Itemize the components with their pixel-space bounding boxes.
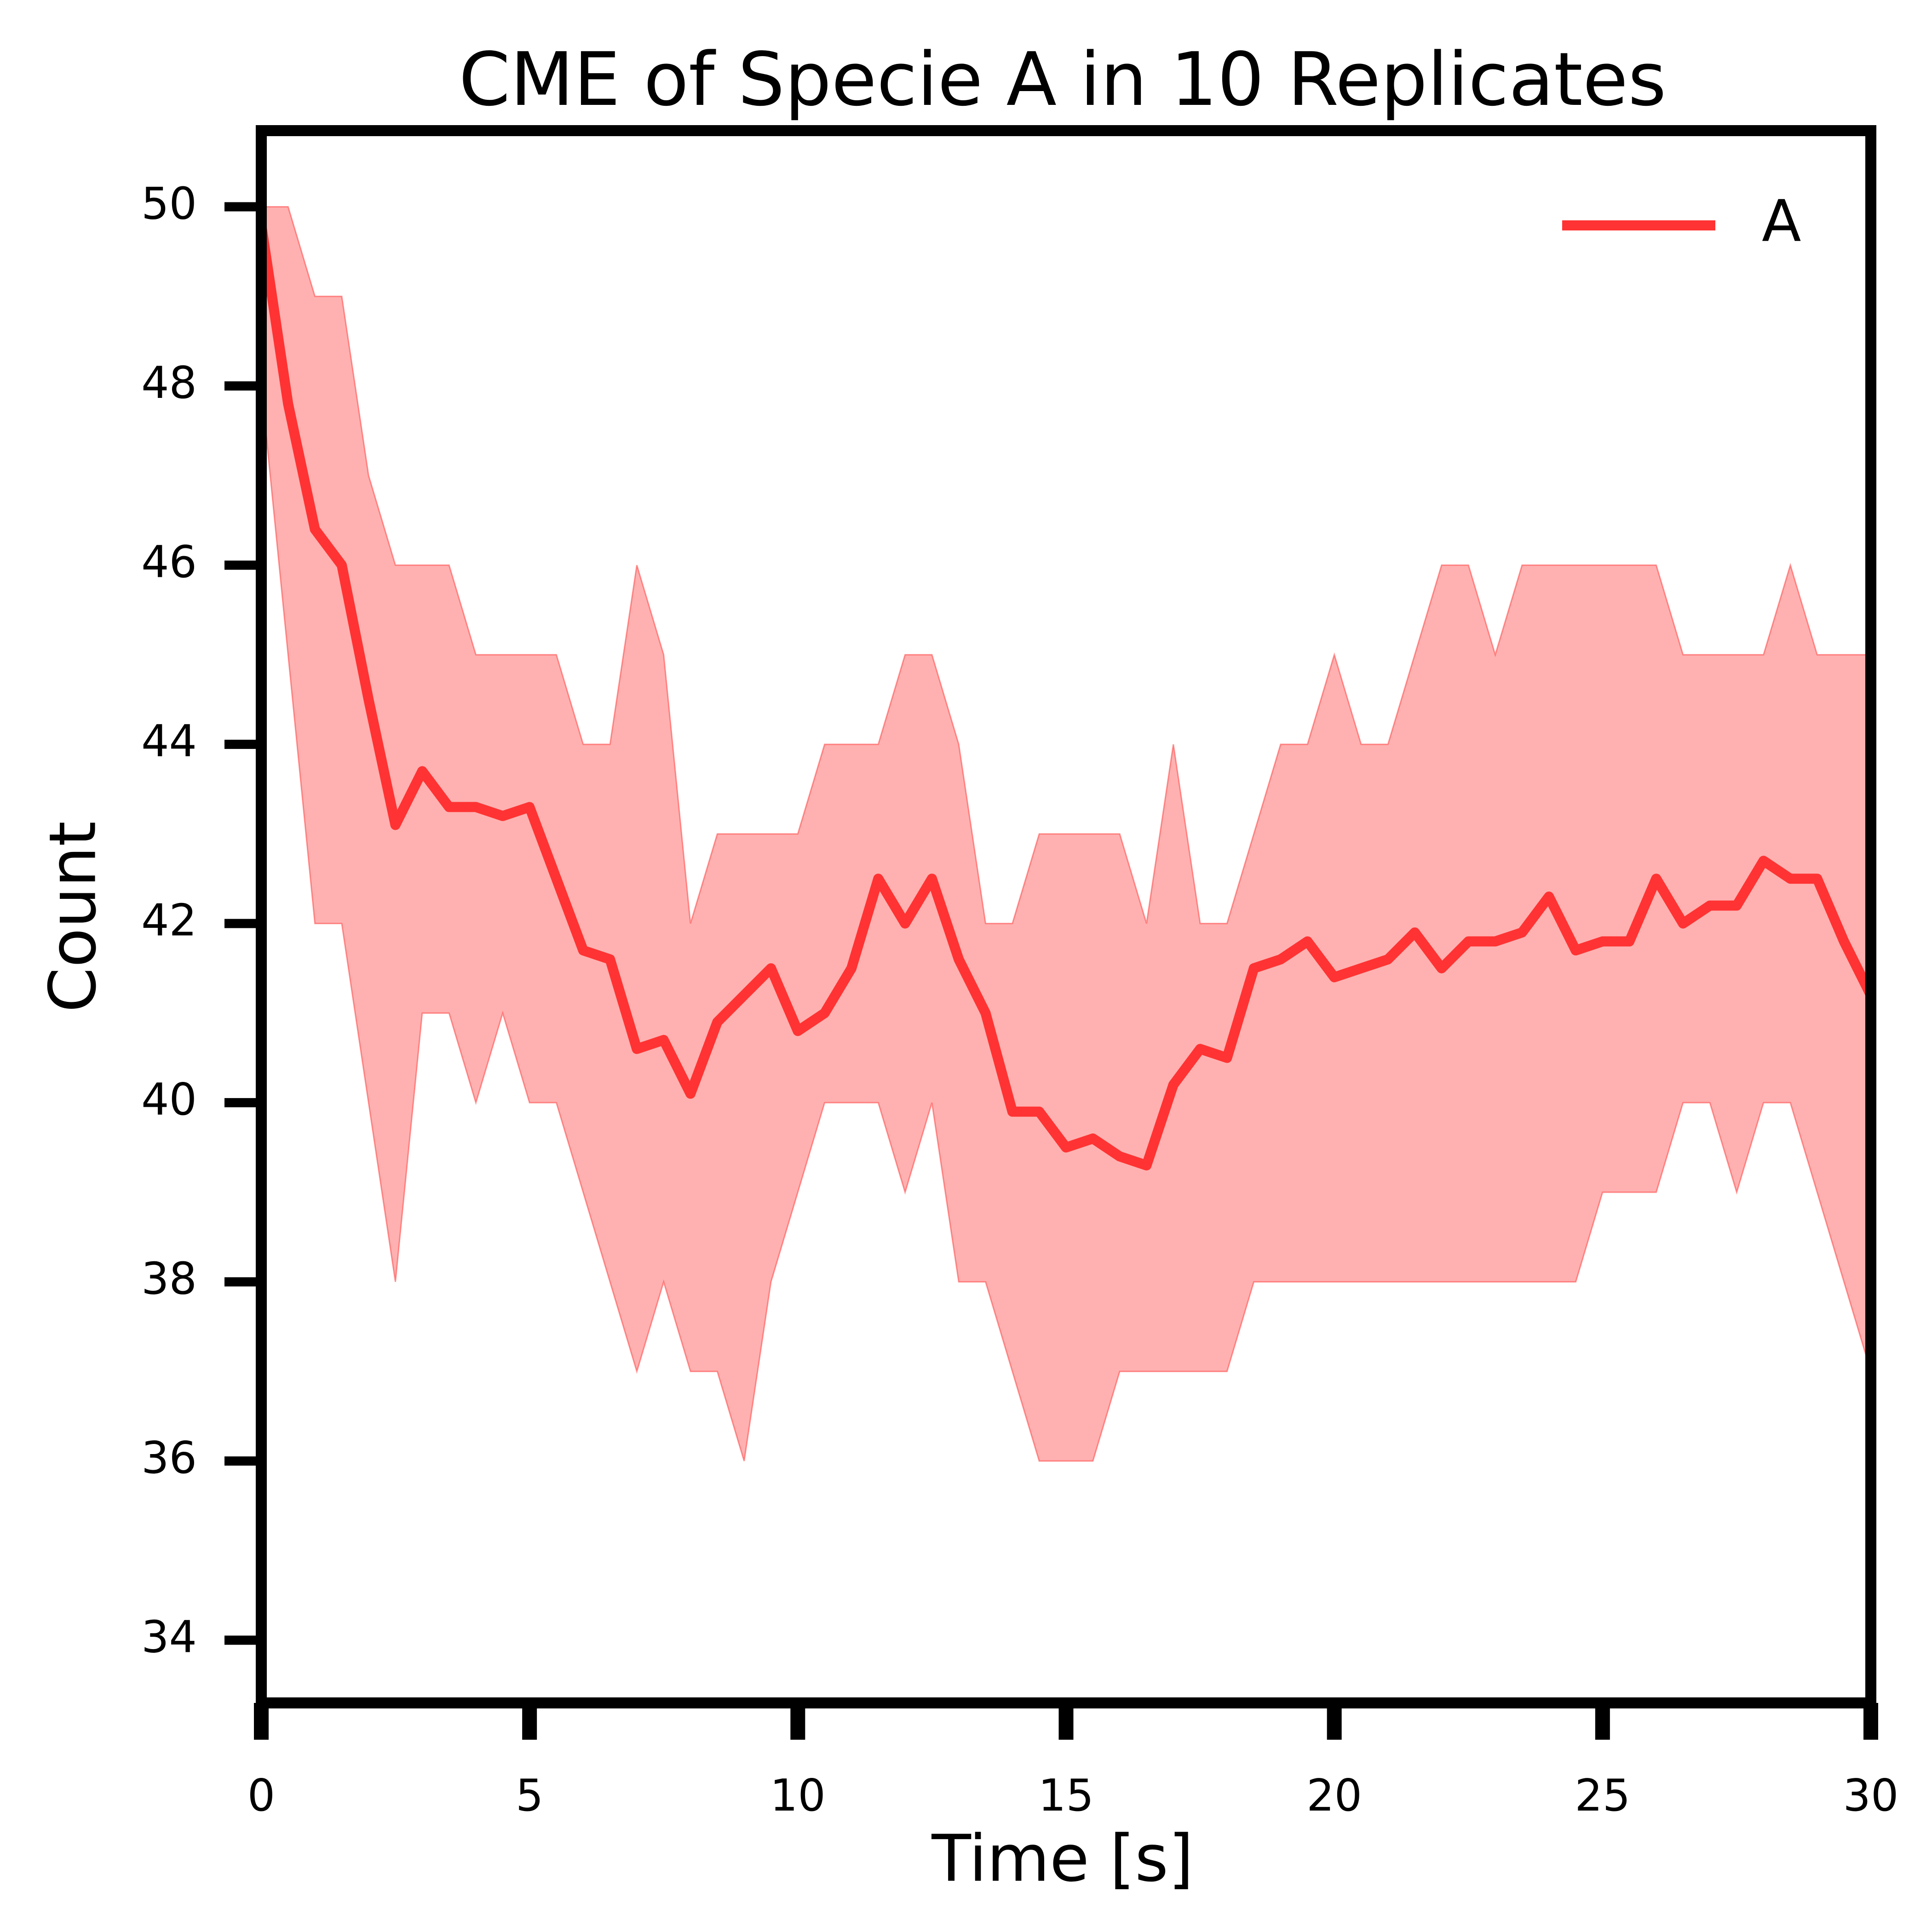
- y-tick-label: 38: [141, 1254, 197, 1305]
- y-tick-label: 50: [141, 178, 197, 229]
- x-tick-label: 0: [247, 1771, 275, 1821]
- x-tick-label: 30: [1843, 1771, 1899, 1821]
- x-tick-label: 10: [770, 1771, 826, 1821]
- chart-title: CME of Specie A in 10 Replicates: [459, 36, 1667, 122]
- x-tick-label: 15: [1038, 1771, 1094, 1821]
- x-axis-label: Time [s]: [931, 1822, 1193, 1897]
- y-tick-label: 42: [141, 895, 197, 946]
- y-tick-label: 46: [141, 537, 197, 587]
- x-tick-label: 20: [1306, 1771, 1362, 1821]
- y-tick-label: 44: [141, 716, 197, 767]
- y-tick-label: 34: [141, 1612, 197, 1663]
- x-tick-label: 5: [516, 1771, 543, 1821]
- x-tick-label: 25: [1575, 1771, 1630, 1821]
- y-axis-label: Count: [36, 821, 111, 1012]
- legend-label: A: [1762, 188, 1801, 255]
- y-tick-label: 40: [141, 1075, 197, 1125]
- data-line: [256, 219, 1876, 1171]
- y-tick-label: 36: [141, 1433, 197, 1484]
- y-tick-label: 48: [141, 358, 197, 408]
- range-band: [260, 206, 1872, 1462]
